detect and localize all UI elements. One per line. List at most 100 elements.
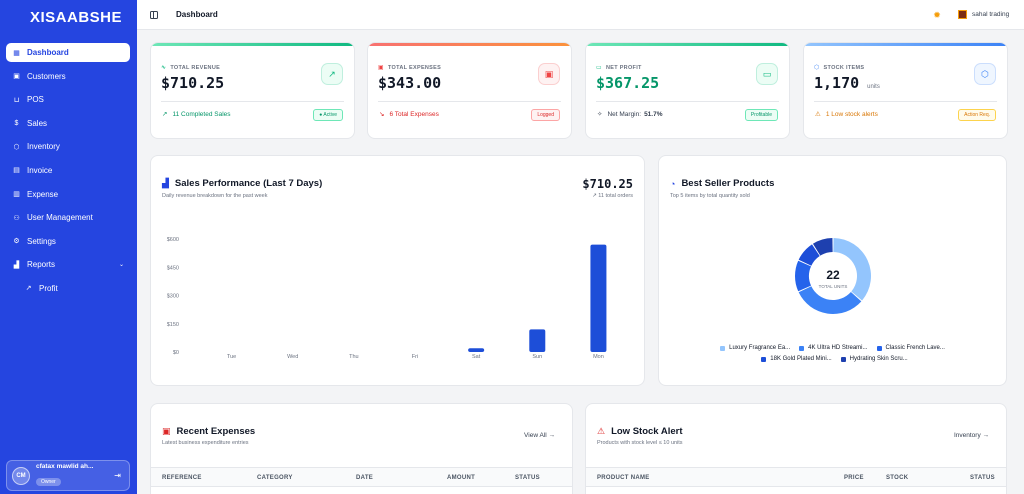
sales-panel-title: ▟ Sales Performance (Last 7 Days) [162, 178, 322, 189]
box-icon: ⬡ [13, 143, 20, 151]
donut-slice[interactable] [812, 238, 833, 256]
logout-icon[interactable]: ⇥ [114, 471, 121, 480]
col-amount[interactable]: AMOUNT [447, 475, 476, 481]
total-expenses-mini-icon: ▣ [378, 65, 384, 71]
sidebar-toggle-icon[interactable] [150, 11, 158, 19]
sun-icon[interactable]: ✹ [933, 10, 941, 20]
footer-text: 1 Low stock alerts [825, 110, 878, 118]
legend-label: Hydrating Skin Scru... [849, 356, 908, 362]
legend-item[interactable]: Classic French Lave... [876, 345, 945, 351]
low-stock-title-text: Low Stock Alert [611, 426, 683, 437]
sidebar-item-expense[interactable]: ▥ Expense [6, 185, 130, 204]
accent-bar [804, 43, 1007, 46]
net-profit-mini-icon: ▭ [596, 65, 602, 71]
donut-center-value: 22 [826, 268, 840, 282]
best-seller-donut-chart: 22 TOTAL UNITS [795, 238, 871, 314]
store-name[interactable]: sahal trading [972, 11, 1010, 18]
trend-up-icon: ↗ [25, 285, 32, 293]
users-icon: ⚇ [13, 214, 20, 222]
col-price[interactable]: PRICE [844, 475, 864, 481]
app-logo[interactable]: XISAABSHE [30, 9, 123, 26]
stat-label-text: STOCK ITEMS [823, 64, 865, 71]
expenses-table-header: REFERENCE CATEGORY DATE AMOUNT STATUS [151, 467, 572, 487]
donut-slice[interactable] [833, 238, 871, 301]
sidebar-item-pos[interactable]: ⊔ POS [6, 90, 130, 109]
bar-mon[interactable] [590, 244, 607, 352]
col-product-name[interactable]: PRODUCT NAME [597, 475, 650, 481]
col-status[interactable]: STATUS [515, 475, 540, 481]
stat-label: ∿ TOTAL REVENUE [161, 64, 221, 72]
sidebar-item-reports[interactable]: ▟ Reports ⌄ [6, 255, 130, 274]
y-tick-label: $600 [167, 237, 179, 243]
donut-slice[interactable] [795, 260, 812, 292]
gear-icon: ⚙ [13, 238, 20, 246]
low-stock-panel: ⚠ Low Stock Alert Products with stock le… [585, 403, 1007, 494]
stat-footer: ↘ 6 Total Expenses [379, 110, 439, 119]
expenses-title: ▣ Recent Expenses [162, 426, 255, 437]
chevron-down-icon[interactable]: ⌄ [118, 262, 124, 269]
footer-text: 11 Completed Sales [172, 110, 231, 118]
sidebar-item-sales[interactable]: $ Sales [6, 114, 130, 133]
sidebar-item-customers[interactable]: ▣ Customers [6, 67, 130, 86]
sidebar-item-label: Customers [27, 71, 66, 81]
pie-chart-icon: ◔ [670, 178, 676, 189]
sidebar-item-settings[interactable]: ⚙ Settings [6, 232, 130, 251]
x-tick-label: Thu [349, 354, 358, 360]
status-badge: ● Active [313, 109, 343, 121]
best-seller-panel: ◔ Best Seller Products Top 5 items by to… [658, 155, 1007, 386]
col-stock[interactable]: STOCK [886, 475, 909, 481]
sidebar-item-dashboard[interactable]: ▦ Dashboard [6, 43, 130, 62]
view-all-link[interactable]: View All → [524, 432, 555, 439]
sidebar-item-invoice[interactable]: ▤ Invoice [6, 161, 130, 180]
stat-value-number: 1,170 [814, 74, 860, 92]
sidebar-item-label: Reports [27, 260, 56, 270]
donut-slice[interactable] [798, 244, 820, 266]
receipt-icon: ▥ [13, 191, 20, 199]
legend-item[interactable]: 4K Ultra HD Streami... [799, 345, 868, 351]
legend-swatch [876, 345, 882, 351]
col-status[interactable]: STATUS [970, 475, 995, 481]
legend-label: Luxury Fragrance Ea... [729, 345, 791, 351]
best-seller-title: ◔ Best Seller Products [670, 178, 774, 189]
stat-label: ▣ TOTAL EXPENSES [378, 64, 441, 72]
status-badge: Logged [531, 109, 560, 121]
stock-items-icon: ⬡ [974, 63, 996, 85]
user-card[interactable]: CM cfatax mawlid ah... Owner ⇥ [6, 460, 130, 491]
total-expenses-card: ▣ TOTAL EXPENSES $343.00 ▣ ↘ 6 Total Expenses… [367, 42, 572, 139]
y-tick-label: $0 [173, 350, 179, 356]
sidebar-subitem-profit[interactable]: ↗ Profit [6, 279, 130, 298]
bar-sat[interactable] [468, 348, 485, 352]
inventory-link[interactable]: Inventory → [953, 432, 989, 439]
donut-slice[interactable] [798, 286, 862, 314]
accent-bar [368, 43, 571, 46]
topbar: Dashboard ✹ sahal trading [137, 0, 1024, 30]
total-revenue-icon: ↗ [321, 63, 343, 85]
sidebar-item-label: Invoice [27, 165, 53, 175]
stat-value: $367.25 [596, 74, 659, 92]
col-category[interactable]: CATEGORY [257, 475, 293, 481]
sales-bar-chart: $0 $150 $300 $450 $600 Tue Wed Thu Fri Sat Sun Mon [167, 237, 607, 360]
footer-icon: ⚠ [815, 111, 821, 118]
status-badge: Profitable [744, 109, 778, 121]
bar-sun[interactable] [529, 329, 546, 352]
total-revenue-card: ∿ TOTAL REVENUE $710.25 ↗ ↗ 11 Completed Sale… [150, 42, 355, 139]
sidebar-item-inventory[interactable]: ⬡ Inventory [6, 137, 130, 156]
stock-items-mini-icon: ⬡ [814, 65, 820, 71]
footer-icon: ✧ [597, 111, 603, 118]
col-reference[interactable]: REFERENCE [162, 475, 202, 481]
legend-label: 18K Gold Plated Mini... [770, 356, 832, 362]
legend-item[interactable]: Hydrating Skin Scru... [840, 356, 908, 362]
x-tick-label: Sun [532, 354, 542, 360]
footer-icon: ↗ [162, 111, 168, 118]
sidebar-item-label: Expense [27, 189, 59, 199]
total-revenue-mini-icon: ∿ [161, 65, 167, 71]
legend-item[interactable]: Luxury Fragrance Ea... [720, 345, 790, 351]
sidebar-item-label: Sales [27, 118, 48, 128]
col-date[interactable]: DATE [356, 475, 374, 481]
sales-total: $710.25 [582, 177, 633, 191]
sidebar-item-user-management[interactable]: ⚇ User Management [6, 208, 130, 227]
chart-icon: ▟ [13, 261, 20, 269]
legend-item[interactable]: 18K Gold Plated Mini... [761, 356, 832, 362]
sidebar-subitem-label: Profit [39, 283, 58, 293]
stat-label-text: TOTAL REVENUE [170, 64, 221, 71]
